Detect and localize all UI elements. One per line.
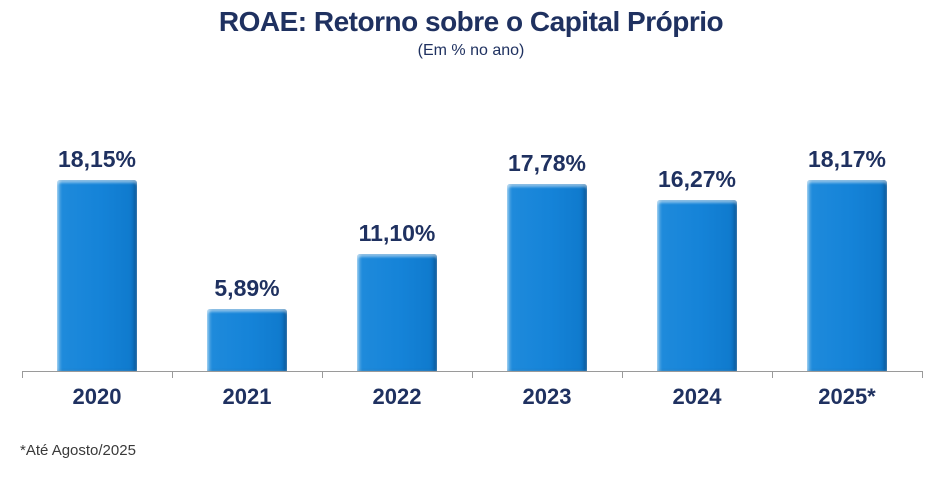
bar xyxy=(57,180,137,371)
chart-title: ROAE: Retorno sobre o Capital Próprio xyxy=(218,6,724,37)
bar-value-label: 5,89% xyxy=(214,275,280,301)
x-axis-tick xyxy=(772,371,773,378)
x-axis-label: 2023 xyxy=(522,384,572,409)
x-axis-tick xyxy=(922,371,923,378)
bar-column-2024: 16,27% xyxy=(622,80,772,371)
x-axis-tick xyxy=(472,371,473,378)
x-axis-label: 2024 xyxy=(672,384,722,409)
x-axis-tick xyxy=(322,371,323,378)
x-axis-labels: 2020 2021 2022 2023 2024 2025* xyxy=(22,384,922,410)
bar-value-label: 18,17% xyxy=(807,146,886,172)
x-axis-label: 2025* xyxy=(818,384,876,409)
bar-column-2023: 17,78% xyxy=(472,80,622,371)
chart-subtitle: (Em % no ano) xyxy=(417,42,525,59)
bar-value-label: 11,10% xyxy=(358,220,436,246)
x-axis-tick xyxy=(172,371,173,378)
x-axis-tick xyxy=(22,371,23,378)
x-axis-label: 2022 xyxy=(372,384,422,409)
x-axis-tick xyxy=(622,371,623,378)
x-axis-label: 2020 xyxy=(72,384,122,409)
chart-footnote: *Até Agosto/2025 xyxy=(20,442,136,459)
bar-column-2021: 5,89% xyxy=(172,80,322,371)
bar-value-label: 17,78% xyxy=(507,150,586,176)
plot-area: 18,15% 5,89% 11,10% 17,78% 16,27% 18,17% xyxy=(22,80,922,371)
bar-column-2025: 18,17% xyxy=(772,80,922,371)
bar xyxy=(357,254,437,371)
bar-column-2020: 18,15% xyxy=(22,80,172,371)
bar xyxy=(657,200,737,371)
bar-column-2022: 11,10% xyxy=(322,80,472,371)
bar xyxy=(507,184,587,371)
bar xyxy=(207,309,287,371)
x-axis-label: 2021 xyxy=(222,384,272,409)
bar-value-label: 16,27% xyxy=(657,166,736,192)
bar xyxy=(807,180,887,371)
bar-value-label: 18,15% xyxy=(57,146,136,172)
